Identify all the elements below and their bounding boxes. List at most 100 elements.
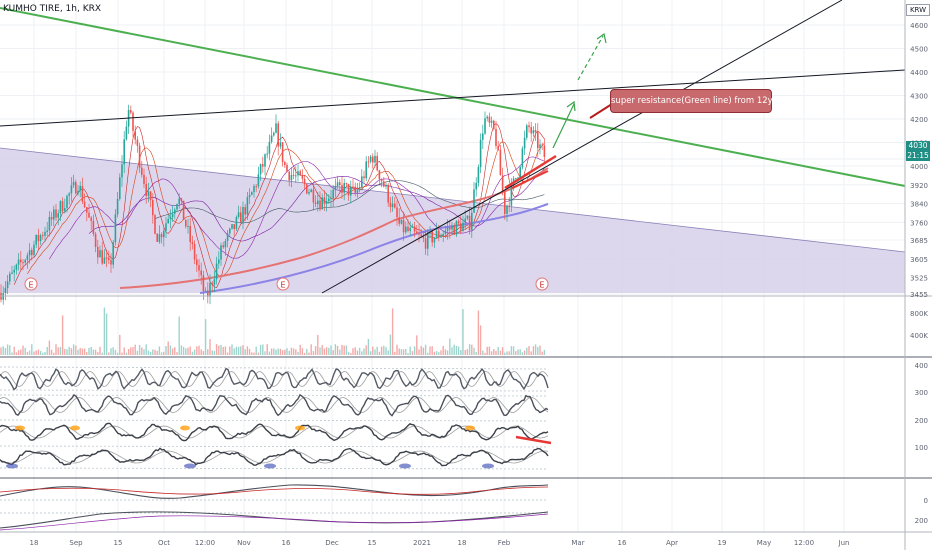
volume-bar [486, 346, 488, 355]
volume-bar [231, 344, 233, 355]
volume-bar [116, 352, 119, 355]
volume-bar [224, 346, 227, 355]
candle-body [486, 116, 488, 119]
volume-bar [526, 347, 528, 355]
volume-bar [372, 346, 374, 355]
volume-bar [352, 348, 354, 355]
black-upper-trendline[interactable] [0, 69, 906, 127]
volume-bar [2, 346, 4, 355]
candle-body [523, 137, 526, 149]
candle-body [363, 176, 365, 179]
candle-body [253, 186, 255, 193]
candle-body [490, 120, 493, 123]
price-tick-label: 4500 [910, 46, 928, 54]
candle-body [402, 219, 405, 233]
candle-body [226, 233, 229, 241]
volume-bar [512, 346, 515, 355]
volume-bar [468, 344, 471, 355]
volume-bar [244, 349, 246, 355]
candle-body [191, 242, 194, 245]
candle-body [48, 216, 51, 231]
volume-bar [39, 351, 42, 355]
volume-bar [442, 345, 444, 355]
volume-bar [233, 348, 235, 355]
time-tick-label: 16 [618, 539, 627, 547]
candle-body [471, 212, 473, 231]
candle-body [493, 120, 495, 129]
candle-body [367, 161, 370, 163]
volume-bar [277, 348, 279, 355]
moving-averages [13, 123, 549, 294]
volume-bar [310, 344, 312, 355]
volume-bar [92, 349, 95, 355]
volume-bar [394, 351, 396, 355]
resistance-annotation[interactable]: super resistance(Green line) from 12y ag… [610, 89, 791, 113]
volume-bar [6, 344, 9, 355]
candle-body [400, 219, 403, 224]
volume-bar [112, 347, 114, 355]
candle-body [519, 167, 521, 178]
candle-body [251, 192, 253, 195]
candle-body [99, 250, 101, 258]
ma-long-red [119, 167, 549, 289]
candle-body [231, 224, 233, 229]
candle-body [53, 209, 55, 220]
candle-body [167, 218, 169, 224]
oscillator-level [0, 419, 549, 422]
red-support-segment-2 [511, 170, 549, 189]
volume-bar [154, 349, 156, 355]
candle-body [180, 198, 183, 201]
green-trendline[interactable] [0, 7, 906, 187]
volume-bar [330, 345, 332, 355]
price-tick-label: 4600 [910, 22, 928, 30]
price-candles [0, 104, 546, 305]
candle-body [543, 145, 546, 157]
candle-body [312, 189, 315, 203]
time-tick-label: 2021 [413, 539, 431, 547]
volume-bar [332, 350, 334, 355]
volume-bar [4, 348, 7, 355]
volume-bar [345, 345, 348, 355]
black-rising-trendline[interactable] [321, 0, 843, 294]
candle-body [59, 201, 62, 214]
candle-body [174, 209, 176, 214]
candle-body [158, 234, 161, 242]
volume-bar [532, 346, 535, 355]
volume-bar [431, 346, 433, 355]
volume-bar [13, 346, 15, 355]
time-tick-label: 12:00 [794, 539, 814, 547]
earnings-marker[interactable] [276, 277, 290, 291]
volume-bar [537, 346, 539, 355]
time-tick-label: Mar [571, 539, 584, 547]
candle-body [504, 191, 506, 214]
volume-bar [145, 344, 147, 355]
volume-bar [222, 346, 224, 355]
candle-body [156, 233, 158, 242]
volume-bar [350, 352, 352, 355]
candle-body [376, 155, 378, 171]
volume-bar [286, 348, 288, 355]
oscillator-signal [0, 450, 549, 464]
volume-bar [132, 347, 134, 355]
candle-body [477, 167, 480, 183]
earnings-marker[interactable] [24, 277, 38, 291]
volume-bar [255, 346, 257, 355]
candle-body [20, 259, 22, 263]
volume-bar [160, 352, 163, 355]
candle-body [286, 164, 288, 172]
price-tick-label: 3455 [910, 291, 928, 299]
candle-body [365, 161, 367, 179]
candle-body [539, 144, 541, 149]
candle-body [75, 181, 77, 194]
volume-bar [471, 344, 473, 355]
volume-bar [75, 345, 77, 355]
candle-body [169, 217, 172, 219]
earnings-marker[interactable] [535, 277, 549, 291]
candle-body [273, 132, 275, 136]
volume-bar [53, 352, 55, 355]
price-tick-label: 4000 [910, 163, 928, 171]
candle-body [136, 139, 139, 146]
volume-bar [380, 346, 383, 355]
